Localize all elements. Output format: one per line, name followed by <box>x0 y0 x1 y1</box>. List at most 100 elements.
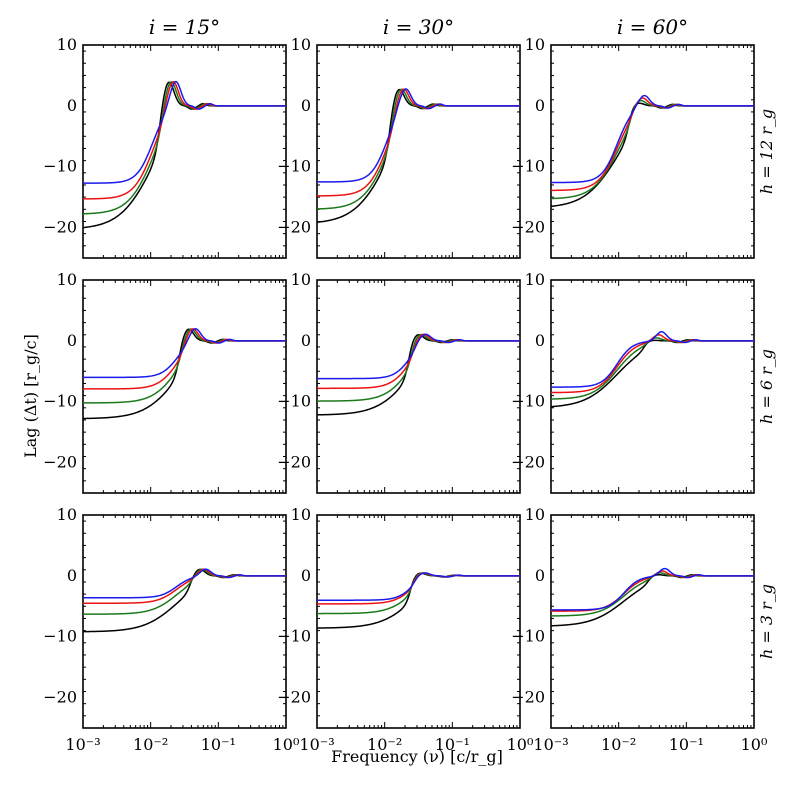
y-tick-label: −10 <box>277 627 311 646</box>
y-tick-label: −10 <box>43 627 77 646</box>
panel-frame <box>82 279 287 494</box>
panel-frame <box>82 44 287 259</box>
y-tick-label: 0 <box>535 331 545 350</box>
y-tick-label: 10 <box>57 35 77 54</box>
series-line-green <box>83 328 286 404</box>
y-tick-label: 0 <box>301 566 311 585</box>
series-line-blue <box>551 330 754 388</box>
y-tick-label: 10 <box>291 505 311 524</box>
y-tick-label: 0 <box>535 566 545 585</box>
y-tick-label: 0 <box>301 96 311 115</box>
panel-curves <box>83 80 286 229</box>
y-tick-label: −10 <box>511 392 545 411</box>
series-line-black <box>551 102 754 208</box>
y-tick-label: −20 <box>43 453 77 472</box>
x-tick-label: 10⁰ <box>741 735 768 754</box>
series-line-blue <box>551 94 754 184</box>
y-tick-label: 0 <box>67 331 77 350</box>
y-tick-label: 0 <box>67 566 77 585</box>
row-label: h = 12 r_g <box>757 109 776 194</box>
y-tick-label: 10 <box>57 505 77 524</box>
y-tick-label: 0 <box>301 331 311 350</box>
y-tick-label: −10 <box>43 157 77 176</box>
y-tick-label: −20 <box>277 453 311 472</box>
series-line-green <box>551 337 754 400</box>
y-tick-label: −20 <box>511 218 545 237</box>
series-line-blue <box>83 327 286 379</box>
y-tick-label: 10 <box>525 505 545 524</box>
panel-frame <box>316 514 521 729</box>
y-tick-label: 10 <box>525 35 545 54</box>
y-tick-label: 0 <box>67 96 77 115</box>
y-tick-label: −20 <box>43 688 77 707</box>
series-line-black <box>83 568 286 633</box>
x-tick-label: 10⁻³ <box>65 735 100 754</box>
x-tick-label: 10⁻¹ <box>669 735 704 754</box>
panel-r2-c2: −20 −10 0 10 10⁻³ 10⁻² 10⁻¹ 10⁰ <box>511 505 767 754</box>
panel-r1-c1: −20 −10 0 10 <box>277 270 521 494</box>
y-tick-label: −20 <box>511 453 545 472</box>
series-line-green <box>317 572 520 615</box>
y-tick-label: 10 <box>57 270 77 289</box>
panel-curves <box>317 572 520 629</box>
x-tick-label: 10⁻² <box>601 735 636 754</box>
panel-frame <box>316 279 521 494</box>
panel-curves <box>551 330 754 408</box>
x-tick-label: 10⁻³ <box>299 735 334 754</box>
series-line-red <box>317 572 520 605</box>
y-tick-label: 10 <box>525 270 545 289</box>
panel-frame <box>82 514 287 729</box>
y-axis-label: Lag (Δt) [r_g/c] <box>21 334 40 458</box>
panels-layer: −20−10010−20−10010−20−10010−20−10010−20−… <box>43 15 776 754</box>
series-line-green <box>317 333 520 402</box>
panel-curves <box>317 88 520 223</box>
y-tick-label: −20 <box>277 688 311 707</box>
y-tick-label: −10 <box>511 627 545 646</box>
panel-r0-c0: −20 −10 0 10 <box>43 35 287 259</box>
x-tick-label: 10⁻² <box>133 735 168 754</box>
panel-r1-c2: −20 −10 0 10 <box>511 270 755 494</box>
series-line-black <box>551 573 754 627</box>
y-tick-label: 10 <box>291 270 311 289</box>
panel-curves <box>83 327 286 420</box>
panel-frame <box>316 44 521 259</box>
column-title: i = 30° <box>383 15 454 39</box>
y-tick-label: 0 <box>535 96 545 115</box>
y-tick-label: −10 <box>277 157 311 176</box>
y-tick-label: −20 <box>43 218 77 237</box>
y-tick-label: −20 <box>277 218 311 237</box>
x-tick-label: 10⁻¹ <box>201 735 236 754</box>
series-line-blue <box>551 567 754 611</box>
series-line-blue <box>317 572 520 601</box>
series-line-red <box>551 97 754 192</box>
x-tick-label: 10⁰ <box>273 735 300 754</box>
column-title: i = 60° <box>617 15 688 39</box>
panel-frame <box>550 514 755 729</box>
panel-curves <box>317 333 520 416</box>
x-tick-label: 10⁻¹ <box>435 735 470 754</box>
x-axis-label: Frequency (ν) [c/r_g] <box>331 747 503 766</box>
y-tick-label: −10 <box>277 392 311 411</box>
x-tick-label: 10⁻² <box>367 735 402 754</box>
panel-curves <box>551 567 754 627</box>
row-label: h = 3 r_g <box>757 584 776 659</box>
series-line-blue <box>317 333 520 380</box>
panel-frame <box>550 44 755 259</box>
series-line-blue <box>83 80 286 184</box>
panel-curves <box>83 568 286 633</box>
y-tick-label: 10 <box>291 35 311 54</box>
panel-r0-c1: −20 −10 0 10 <box>277 35 521 259</box>
panel-curves <box>551 94 754 208</box>
series-line-blue <box>83 568 286 599</box>
x-tick-label: 10⁻³ <box>533 735 568 754</box>
panel-r2-c0: −20 −10 0 10 10⁻³ 10⁻² 10⁻¹ 10⁰ <box>43 505 299 754</box>
panel-r2-c1: −20 −10 0 10 10⁻³ 10⁻² 10⁻¹ 10⁰ <box>277 505 533 754</box>
panel-r1-c0: −20 −10 0 10 <box>43 270 287 494</box>
series-line-red <box>551 334 754 394</box>
x-tick-label: 10⁰ <box>507 735 534 754</box>
row-label: h = 6 r_g <box>757 349 776 424</box>
series-line-green <box>551 99 754 200</box>
series-line-blue <box>317 88 520 183</box>
y-tick-label: −10 <box>511 157 545 176</box>
